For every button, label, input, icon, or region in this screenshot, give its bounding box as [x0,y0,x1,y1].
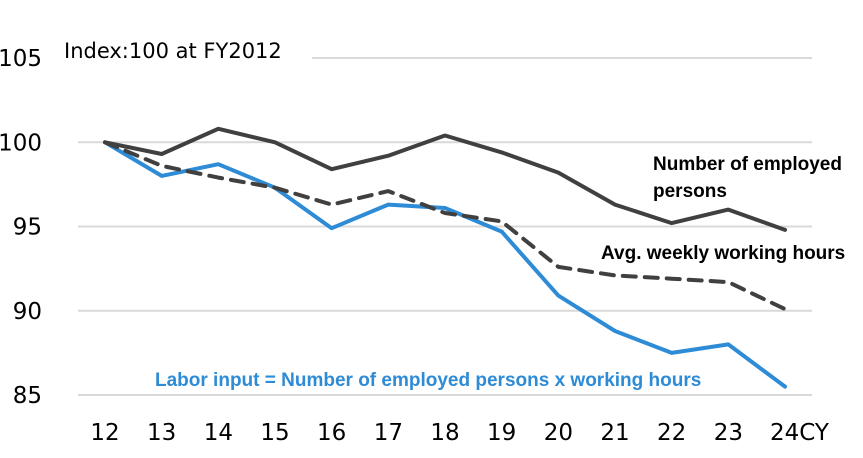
y-axis: 105 100 95 90 85 [0,46,42,409]
x-axis: 12 13 14 15 16 17 18 19 20 21 22 23 24CY [90,420,830,446]
annotation-background [60,34,312,64]
x-tick-label: 19 [487,420,516,446]
x-tick-label: 14 [204,420,233,446]
index-base-note: Index:100 at FY2012 [64,39,282,63]
x-tick-label: 12 [90,420,119,446]
series-line [103,140,787,389]
y-tick-label: 100 [0,130,42,156]
series-line [103,140,787,312]
series-labels: Number of employed persons Avg. weekly wor… [155,154,845,391]
y-tick-label: 90 [13,299,42,325]
x-tick-label: 17 [374,420,403,446]
x-tick-label: 21 [600,420,629,446]
x-tick-label: 24CY [770,420,830,446]
x-tick-label: 22 [657,420,686,446]
x-tick-label: 16 [317,420,346,446]
series-label: Avg. weekly working hours [601,243,845,264]
x-tick-label: 23 [714,420,743,446]
y-tick-label: 85 [13,383,42,409]
series-lines [103,126,787,389]
series-label: persons [653,181,727,202]
gridlines [78,57,812,396]
y-tick-label: 95 [13,215,42,241]
x-tick-label: 20 [544,420,573,446]
x-tick-label: 18 [430,420,459,446]
x-tick-label: 13 [147,420,176,446]
series-label: Number of employed [653,154,842,175]
x-tick-label: 15 [260,420,289,446]
series-line [103,126,787,232]
series-label: Labor input = Number of employed persons… [155,370,701,391]
y-tick-label: 105 [0,46,42,72]
